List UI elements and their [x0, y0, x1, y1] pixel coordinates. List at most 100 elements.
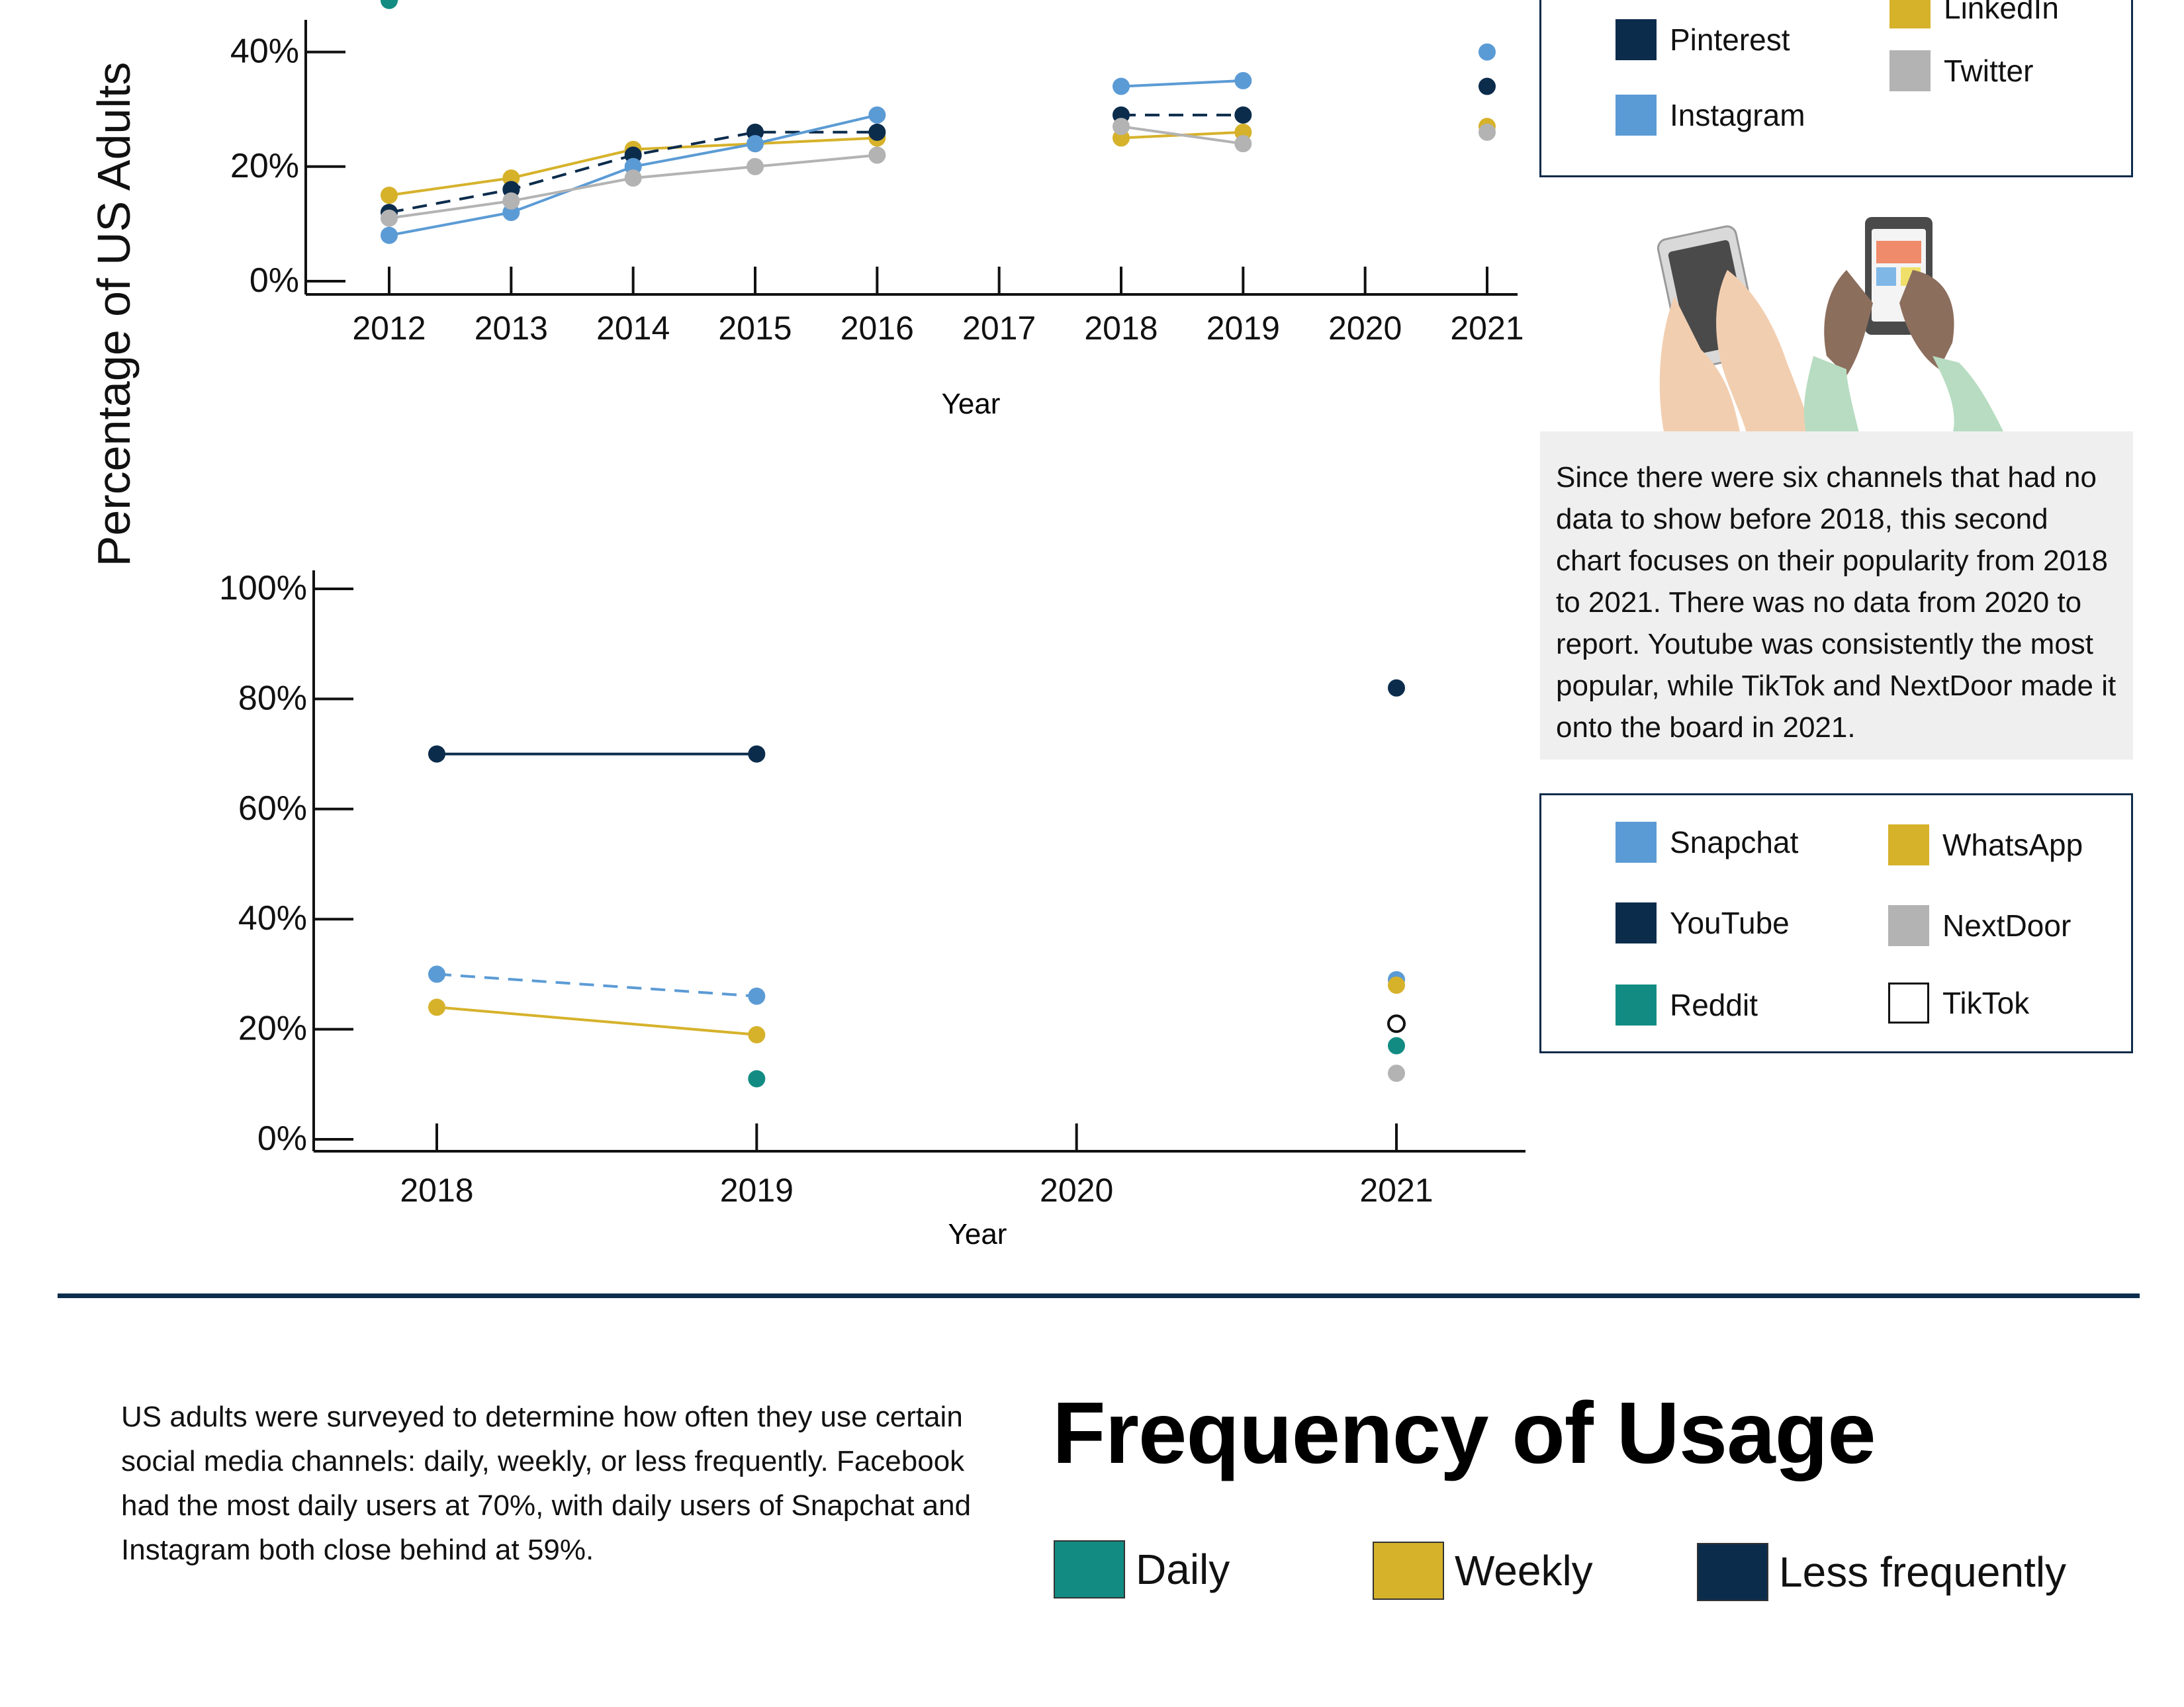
data-point-instagram — [1479, 43, 1496, 61]
series-line-twitter — [1120, 125, 1244, 146]
x-axis-title: Year — [942, 388, 1001, 420]
y-tick-label: 20% — [230, 147, 299, 185]
data-point-instagram — [381, 226, 398, 244]
x-tick-label: 2013 — [475, 310, 548, 347]
y-tick-label: 40% — [238, 899, 307, 938]
legend-item-reddit: Reddit — [1615, 985, 1758, 1026]
legend-label: Snapchat — [1670, 825, 1799, 859]
legend-label: Twitter — [1944, 54, 2034, 88]
legend-swatch — [1697, 1543, 1768, 1601]
freq-legend-less-frequently: Less frequently — [1697, 1543, 2066, 1601]
data-point-whatsapp — [1388, 977, 1405, 994]
y-tick-label: 80% — [238, 679, 307, 717]
legend-swatch — [1615, 19, 1657, 60]
x-tick-label: 2020 — [1040, 1172, 1113, 1209]
data-point-linkedin — [381, 187, 398, 204]
data-point-snapchat — [428, 965, 445, 983]
phones-illustration — [1657, 217, 2005, 435]
legend-item-youtube: YouTube — [1615, 902, 1790, 943]
legend-swatch — [1615, 95, 1657, 136]
data-point-youtube — [1388, 679, 1405, 697]
legend-label: Daily — [1136, 1546, 1230, 1593]
y-tick-label: 20% — [238, 1010, 307, 1048]
x-tick-label: 2021 — [1450, 310, 1524, 347]
x-tick-label: 2019 — [720, 1172, 794, 1209]
legend-item-snapchat: Snapchat — [1615, 822, 1798, 863]
x-tick-label: 2014 — [596, 310, 670, 347]
data-point-nextdoor — [1388, 1065, 1405, 1082]
legend-swatch — [1615, 985, 1657, 1026]
legend-label: WhatsApp — [1942, 828, 2083, 862]
x-tick-label: 2018 — [400, 1172, 473, 1209]
data-point-twitter — [1113, 118, 1130, 136]
x-tick-label: 2019 — [1206, 310, 1280, 347]
x-tick-label: 2015 — [718, 310, 792, 347]
x-tick-label: 2016 — [841, 310, 914, 347]
data-point-twitter — [868, 146, 886, 164]
legend-item-instagram: Instagram — [1615, 95, 1805, 136]
legend-item-pinterest: Pinterest — [1615, 19, 1790, 60]
legend-label: Less frequently — [1779, 1548, 2067, 1596]
legend-label: Pinterest — [1670, 22, 1790, 57]
x-axis-title: Year — [948, 1218, 1007, 1250]
data-point-twitter — [1479, 123, 1496, 141]
data-point-instagram — [1234, 71, 1252, 89]
data-point-instagram — [747, 135, 764, 153]
data-point-pinterest — [868, 123, 886, 141]
data-point-whatsapp — [428, 998, 445, 1016]
chart-top: 2012 2013 2014 2015 2016 2017 2018 2019 2020 2021… — [230, 0, 1524, 420]
x-tick-label: 2012 — [352, 310, 426, 347]
data-point-pinterest — [1479, 77, 1496, 95]
section-divider — [58, 1293, 2140, 1298]
data-point-instagram — [1113, 77, 1130, 95]
series-line-series — [388, 0, 400, 2]
data-point-twitter — [502, 192, 520, 210]
legend-label: YouTube — [1670, 906, 1790, 940]
series-line-snapchat — [436, 973, 757, 998]
data-point-twitter — [381, 209, 398, 227]
data-point-reddit — [1388, 1037, 1405, 1055]
legend-item-twitter: Twitter — [1889, 50, 2033, 91]
y-tick-label: 0% — [250, 261, 299, 300]
legend-item-linkedin: LinkedIn — [1889, 0, 2059, 28]
bottom-legend-box: Snapchat YouTube Reddit WhatsApp NextDoo… — [1539, 793, 2133, 1053]
legend-label: LinkedIn — [1944, 0, 2059, 25]
legend-item-whatsapp: WhatsApp — [1888, 824, 2083, 865]
legend-swatch — [1888, 983, 1929, 1024]
top-legend-box: LinkedIn Pinterest Instagram Twitter — [1539, 0, 2133, 177]
legend-swatch — [1888, 824, 1929, 865]
legend-label: Weekly — [1455, 1547, 1593, 1595]
legend-label: NextDoor — [1942, 908, 2071, 943]
y-tick-label: 100% — [219, 569, 307, 607]
data-point-youtube — [428, 745, 445, 763]
section-title: Frequency of Usage — [1052, 1384, 1876, 1481]
x-tick-label: 2020 — [1328, 310, 1402, 347]
data-point-snapchat — [748, 987, 766, 1005]
data-point-twitter — [1234, 135, 1252, 153]
x-tick-label: 2021 — [1359, 1172, 1433, 1209]
legend-swatch — [1889, 50, 1931, 91]
series-line-whatsapp — [436, 1006, 757, 1036]
x-tick-label: 2017 — [962, 310, 1036, 347]
data-point-instagram — [868, 106, 886, 124]
legend-swatch — [1054, 1540, 1125, 1598]
series-line-instagram — [1120, 79, 1244, 88]
chart-bottom: 2018 2019 2020 2021 0% 20% 40% 60% 80% 100% Year — [219, 569, 1525, 1250]
legend-item-nextdoor: NextDoor — [1888, 905, 2071, 946]
y-tick-label: 60% — [238, 789, 307, 828]
chart-note: Since there were six channels that had n… — [1540, 431, 2133, 760]
data-point-whatsapp — [748, 1026, 766, 1043]
data-point-tiktok — [1387, 1014, 1406, 1033]
legend-swatch — [1888, 905, 1929, 946]
data-point-reddit — [748, 1070, 766, 1088]
legend-item-tiktok: TikTok — [1888, 983, 2029, 1024]
y-tick-label: 40% — [230, 32, 299, 71]
legend-swatch — [1615, 902, 1657, 943]
legend-swatch — [1615, 822, 1657, 863]
data-point-pinterest — [1234, 106, 1252, 124]
legend-label: TikTok — [1942, 986, 2030, 1020]
legend-label: Reddit — [1670, 988, 1758, 1022]
legend-swatch — [1373, 1542, 1444, 1600]
data-point-series — [381, 0, 398, 9]
